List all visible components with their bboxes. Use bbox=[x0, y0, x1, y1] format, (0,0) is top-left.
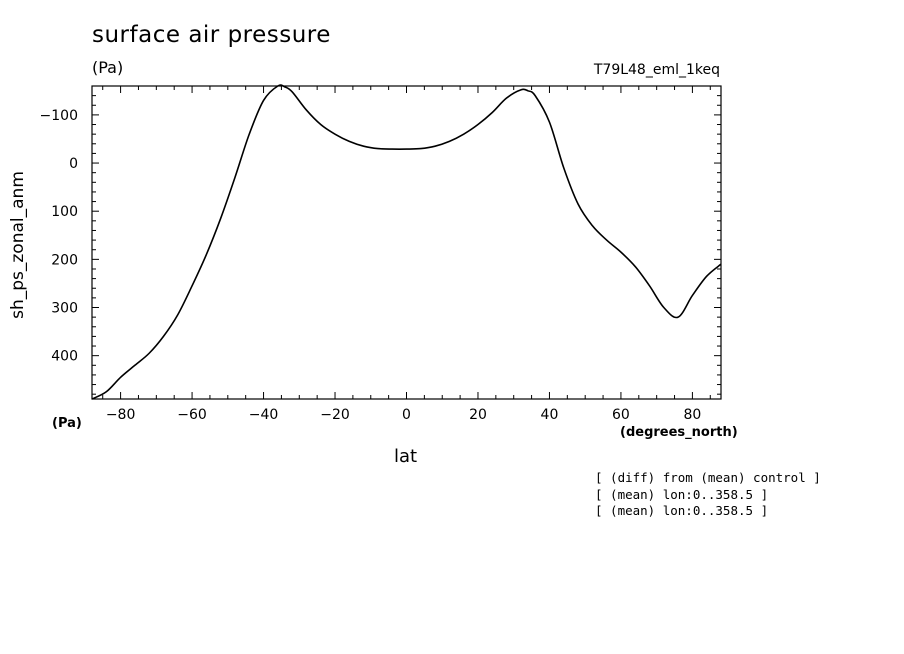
axis-ticks bbox=[92, 85, 721, 399]
y-tick-label: 0 bbox=[69, 156, 78, 172]
y-tick-label: 400 bbox=[51, 349, 78, 365]
x-tick-label: −80 bbox=[106, 407, 136, 423]
note-line: [ (mean) lon:0..358.5 ] bbox=[595, 487, 769, 502]
x-tick-label: 0 bbox=[402, 407, 411, 423]
tick-labels: −80 −60 −40 −20 0 20 40 60 80 −100 0 100 200 300 400 bbox=[40, 108, 702, 423]
units-label-top: (Pa) bbox=[92, 58, 124, 77]
series-line bbox=[91, 84, 722, 400]
x-tick-label: 60 bbox=[612, 407, 630, 423]
y-tick-label: −100 bbox=[40, 108, 78, 124]
y-axis-label: sh_ps_zonal_anm bbox=[8, 171, 28, 319]
x-axis-label: lat bbox=[394, 446, 418, 467]
note-line: [ (diff) from (mean) control ] bbox=[595, 470, 821, 485]
plot-frame bbox=[91, 85, 722, 400]
units-label-bottom: (Pa) bbox=[52, 416, 82, 431]
x-tick-label: −20 bbox=[320, 407, 350, 423]
x-tick-label: −40 bbox=[249, 407, 279, 423]
chart-title: surface air pressure bbox=[92, 22, 331, 48]
x-tick-label: 80 bbox=[683, 407, 701, 423]
y-tick-label: 200 bbox=[51, 252, 78, 268]
x-tick-label: −60 bbox=[177, 407, 207, 423]
y-tick-label: 300 bbox=[51, 301, 78, 317]
note-line: [ (mean) lon:0..358.5 ] bbox=[595, 503, 769, 518]
x-tick-label: 20 bbox=[469, 407, 487, 423]
y-tick-label: 100 bbox=[51, 204, 78, 220]
x-tick-label: 40 bbox=[541, 407, 559, 423]
run-label: T79L48_eml_1keq bbox=[593, 62, 720, 78]
x-axis-units: (degrees_north) bbox=[620, 425, 738, 440]
